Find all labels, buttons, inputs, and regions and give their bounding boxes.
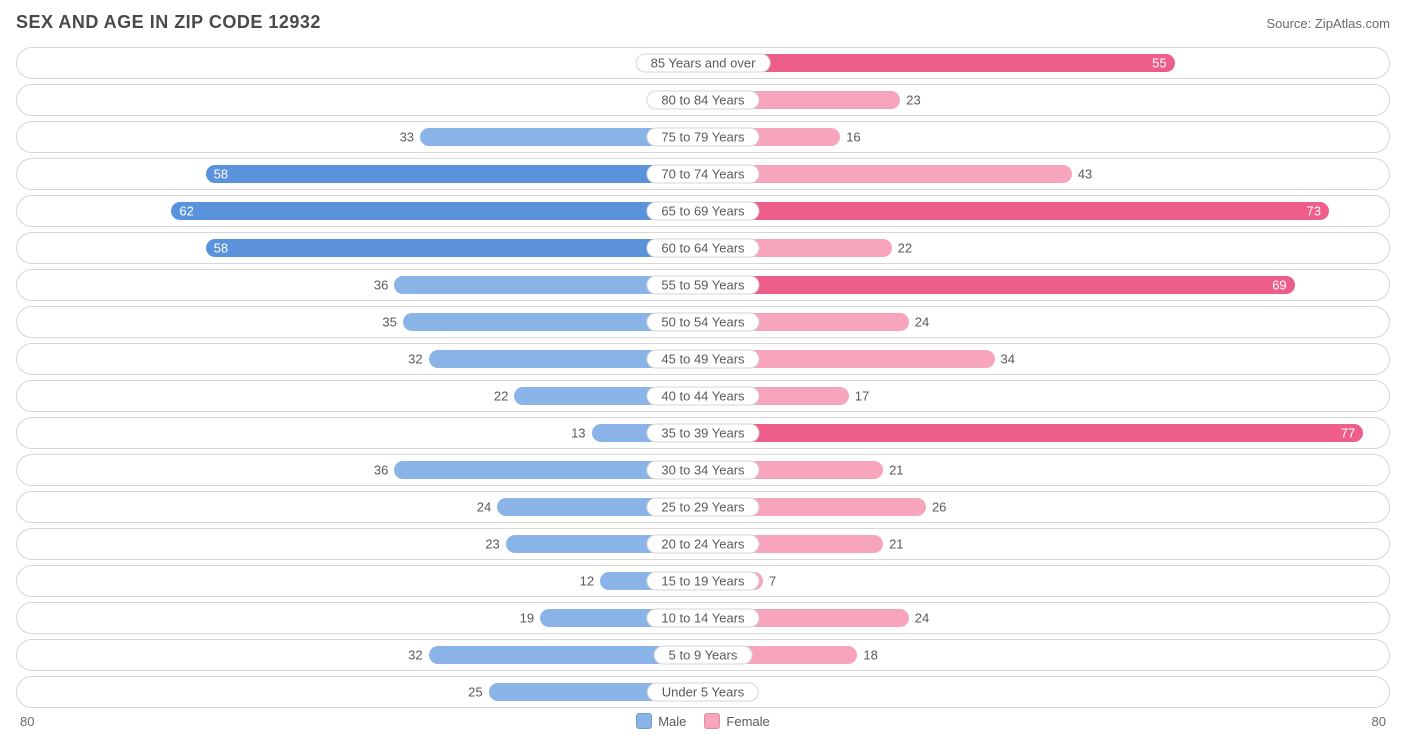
female-value: 55 <box>1152 56 1166 71</box>
category-label: 40 to 44 Years <box>646 387 759 406</box>
female-bar: 73 <box>703 202 1329 220</box>
category-label: 25 to 29 Years <box>646 498 759 517</box>
category-label: 65 to 69 Years <box>646 202 759 221</box>
age-sex-chart: 05585 Years and over02380 to 84 Years331… <box>16 47 1390 708</box>
chart-row: 32 34 45 to 49 Years <box>16 343 1390 375</box>
category-label: 75 to 79 Years <box>646 128 759 147</box>
female-value: 21 <box>889 463 903 478</box>
female-value: 73 <box>1307 204 1321 219</box>
female-value: 23 <box>906 93 920 108</box>
male-value: 24 <box>477 500 491 515</box>
male-value: 35 <box>382 315 396 330</box>
female-value: 24 <box>915 611 929 626</box>
chart-row: 12 7 15 to 19 Years <box>16 565 1390 597</box>
male-bar: 62 <box>171 202 703 220</box>
chart-row: 13 77 35 to 39 Years <box>16 417 1390 449</box>
category-label: 70 to 74 Years <box>646 165 759 184</box>
chart-row: 36 21 30 to 34 Years <box>16 454 1390 486</box>
male-bar: 58 <box>206 165 703 183</box>
category-label: 50 to 54 Years <box>646 313 759 332</box>
page-title: SEX AND AGE IN ZIP CODE 12932 <box>16 12 321 33</box>
chart-row: 19 24 10 to 14 Years <box>16 602 1390 634</box>
female-bar: 77 <box>703 424 1363 442</box>
female-bar: 55 <box>703 54 1175 72</box>
axis-left: 80 <box>20 714 34 729</box>
legend: Male Female <box>636 713 770 729</box>
male-value: 62 <box>179 204 193 219</box>
chart-row: 62 73 65 to 69 Years <box>16 195 1390 227</box>
category-label: 15 to 19 Years <box>646 572 759 591</box>
category-label: 10 to 14 Years <box>646 609 759 628</box>
male-bar: 58 <box>206 239 703 257</box>
chart-row: 35 24 50 to 54 Years <box>16 306 1390 338</box>
legend-swatch <box>636 713 652 729</box>
male-value: 13 <box>571 426 585 441</box>
male-value: 32 <box>408 648 422 663</box>
female-value: 43 <box>1078 167 1092 182</box>
female-value: 24 <box>915 315 929 330</box>
category-label: 80 to 84 Years <box>646 91 759 110</box>
female-value: 17 <box>855 389 869 404</box>
male-value: 19 <box>520 611 534 626</box>
source-label: Source: ZipAtlas.com <box>1266 16 1390 31</box>
female-value: 26 <box>932 500 946 515</box>
female-bar: 69 <box>703 276 1295 294</box>
male-value: 36 <box>374 463 388 478</box>
female-value: 69 <box>1272 278 1286 293</box>
chart-row: 24 26 25 to 29 Years <box>16 491 1390 523</box>
category-label: 5 to 9 Years <box>654 646 753 665</box>
category-label: Under 5 Years <box>647 683 759 702</box>
chart-row: 05585 Years and over <box>16 47 1390 79</box>
female-value: 21 <box>889 537 903 552</box>
chart-row: 58 43 70 to 74 Years <box>16 158 1390 190</box>
chart-row: 58 22 60 to 64 Years <box>16 232 1390 264</box>
male-value: 12 <box>580 574 594 589</box>
axis-right: 80 <box>1372 714 1386 729</box>
male-value: 32 <box>408 352 422 367</box>
male-value: 33 <box>400 130 414 145</box>
category-label: 35 to 39 Years <box>646 424 759 443</box>
male-value: 23 <box>485 537 499 552</box>
legend-item: Female <box>704 713 769 729</box>
category-label: 55 to 59 Years <box>646 276 759 295</box>
male-value: 36 <box>374 278 388 293</box>
chart-row: 02380 to 84 Years <box>16 84 1390 116</box>
legend-swatch <box>704 713 720 729</box>
category-label: 85 Years and over <box>636 54 771 73</box>
legend-item: Male <box>636 713 686 729</box>
legend-label: Female <box>726 714 769 729</box>
category-label: 30 to 34 Years <box>646 461 759 480</box>
chart-row: 23 21 20 to 24 Years <box>16 528 1390 560</box>
chart-row: 36 69 55 to 59 Years <box>16 269 1390 301</box>
female-value: 22 <box>898 241 912 256</box>
chart-row: 22 17 40 to 44 Years <box>16 380 1390 412</box>
legend-label: Male <box>658 714 686 729</box>
female-value: 77 <box>1341 426 1355 441</box>
chart-row: 33 16 75 to 79 Years <box>16 121 1390 153</box>
male-value: 58 <box>214 167 228 182</box>
female-value: 16 <box>846 130 860 145</box>
male-value: 58 <box>214 241 228 256</box>
female-value: 34 <box>1001 352 1015 367</box>
chart-row: 250Under 5 Years <box>16 676 1390 708</box>
female-value: 7 <box>769 574 776 589</box>
chart-row: 32 18 5 to 9 Years <box>16 639 1390 671</box>
category-label: 60 to 64 Years <box>646 239 759 258</box>
female-value: 18 <box>863 648 877 663</box>
category-label: 20 to 24 Years <box>646 535 759 554</box>
male-value: 22 <box>494 389 508 404</box>
category-label: 45 to 49 Years <box>646 350 759 369</box>
male-value: 25 <box>468 685 482 700</box>
